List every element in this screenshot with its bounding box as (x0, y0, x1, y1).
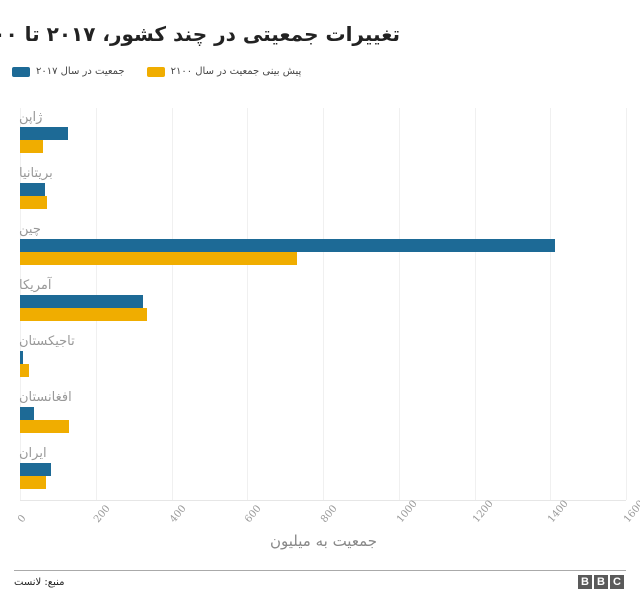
category-label: ژاپن (19, 110, 43, 125)
x-axis-label: جمعیت به میلیون (270, 532, 378, 550)
legend-item-2017: جمعیت در سال ۲۰۱۷ (12, 66, 125, 77)
source-note: منبع: لانست (14, 577, 65, 588)
bar-2100 (20, 140, 43, 153)
x-tick-label: 0 (16, 513, 29, 526)
gridline (550, 108, 552, 500)
gridline (474, 108, 476, 500)
gridline (247, 108, 249, 500)
category-label: افغانستان (19, 390, 72, 405)
x-tick-label: 600 (243, 503, 264, 526)
x-tick-label: 1400 (546, 498, 572, 526)
x-tick-label: 1000 (394, 498, 420, 526)
category-label: آمریکا (19, 278, 52, 293)
category-label: تاجیکستان (19, 334, 75, 349)
x-tick-label: 1200 (470, 498, 496, 526)
footer-divider (14, 570, 626, 571)
bar-2017 (20, 183, 45, 196)
legend-item-2100: پیش بینی جمعیت در سال ۲۱۰۰ (146, 66, 302, 77)
category-label: چین (19, 222, 41, 237)
legend-label-2100: پیش بینی جمعیت در سال ۲۱۰۰ (170, 66, 302, 77)
chart-title: تغییرات جمعیتی در چند کشور، ۲۰۱۷ تا ۲۱۰۰ (0, 22, 400, 46)
gridline (626, 108, 627, 500)
category-label: بریتانیا (19, 166, 53, 181)
bar-2017 (20, 407, 34, 420)
legend: جمعیت در سال ۲۰۱۷ پیش بینی جمعیت در سال … (12, 66, 301, 77)
x-tick-label: 400 (167, 503, 189, 526)
bar-2017 (20, 295, 144, 308)
category-label: ایران (19, 446, 47, 461)
gridline (171, 108, 173, 500)
legend-swatch-2017 (12, 66, 30, 77)
gridline (398, 108, 400, 500)
x-tick-label: 200 (91, 503, 113, 526)
bar-2017 (20, 351, 24, 364)
bar-2017 (20, 239, 555, 252)
bar-2100 (20, 252, 298, 265)
legend-swatch-2100 (146, 66, 165, 77)
bar-2100 (20, 196, 47, 209)
bar-2017 (20, 127, 69, 140)
bar-2100 (20, 308, 148, 321)
gridline (323, 108, 324, 500)
bar-2017 (20, 463, 51, 476)
x-axis-line (20, 500, 626, 501)
x-tick-label: 800 (319, 503, 340, 526)
bar-2100 (20, 420, 70, 433)
bar-2100 (20, 476, 47, 489)
x-tick-label: 1600 (622, 498, 640, 526)
bar-2100 (20, 364, 30, 377)
legend-label-2017: جمعیت در سال ۲۰۱۷ (36, 66, 125, 77)
